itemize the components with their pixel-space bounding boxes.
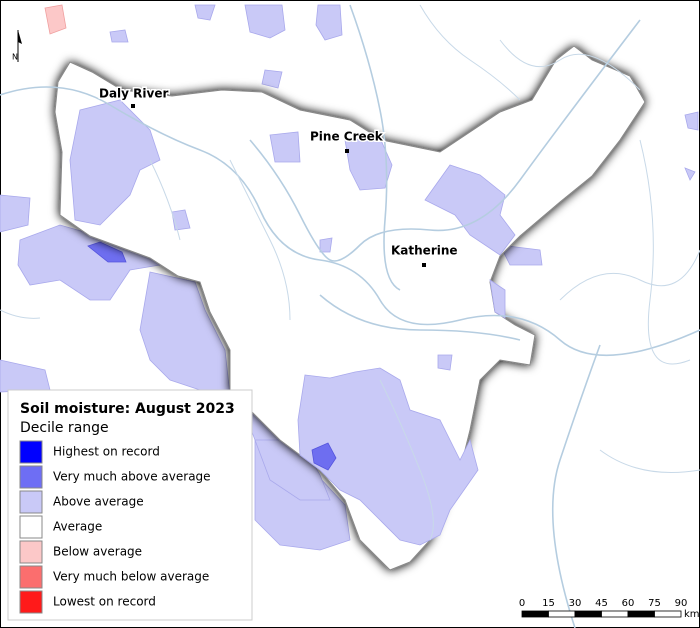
- place-label: Pine Creek: [310, 130, 384, 144]
- scale-segment: [548, 610, 576, 618]
- legend-swatch: [19, 440, 43, 464]
- legend-subtitle: Decile range: [20, 420, 109, 436]
- region: [54, 45, 646, 571]
- places: Daly River Pine Creek Katherine: [98, 85, 459, 267]
- legend-swatch: [19, 465, 43, 489]
- scale-segment: [627, 610, 655, 618]
- scale-label: 60: [622, 598, 635, 609]
- rivers: [0, 4, 700, 628]
- scale-label: 45: [595, 598, 608, 609]
- legend-label: Lowest on record: [53, 595, 156, 609]
- scale-segment: [574, 610, 602, 618]
- legend-swatch: [19, 565, 43, 589]
- place-marker: [422, 263, 426, 267]
- scale-segment: [601, 610, 629, 618]
- scale-label: 0: [519, 598, 525, 609]
- scale-label: 90: [675, 598, 688, 609]
- scale-label: 15: [542, 598, 555, 609]
- legend-box: [7, 389, 253, 621]
- scale-label: 75: [648, 598, 661, 609]
- legend-swatch: [19, 515, 43, 539]
- legend-label: Below average: [53, 545, 142, 559]
- legend-label: Very much above average: [53, 470, 211, 484]
- scale-segment: [521, 610, 549, 618]
- north-label: N: [12, 53, 18, 62]
- scale-label: 30: [569, 598, 582, 609]
- legend-swatch: [19, 590, 43, 614]
- legend-title: Soil moisture: August 2023: [20, 401, 235, 417]
- legend-label: Average: [53, 520, 102, 534]
- north-arrow: N: [12, 30, 22, 62]
- scale-unit: km: [684, 609, 700, 620]
- place-label: Katherine: [391, 244, 458, 258]
- place-marker: [345, 149, 349, 153]
- legend-label: Very much below average: [53, 570, 209, 584]
- legend-label: Highest on record: [53, 445, 160, 459]
- legend-label: Above average: [53, 495, 144, 509]
- legend-swatch: [19, 490, 43, 514]
- place-marker: [131, 104, 135, 108]
- scale-segment: [654, 610, 682, 618]
- legend-swatch: [19, 540, 43, 564]
- legend: Soil moisture: August 2023 Decile range …: [7, 389, 253, 621]
- inside-patches: [69, 99, 516, 546]
- place-label: Daly River: [99, 87, 168, 101]
